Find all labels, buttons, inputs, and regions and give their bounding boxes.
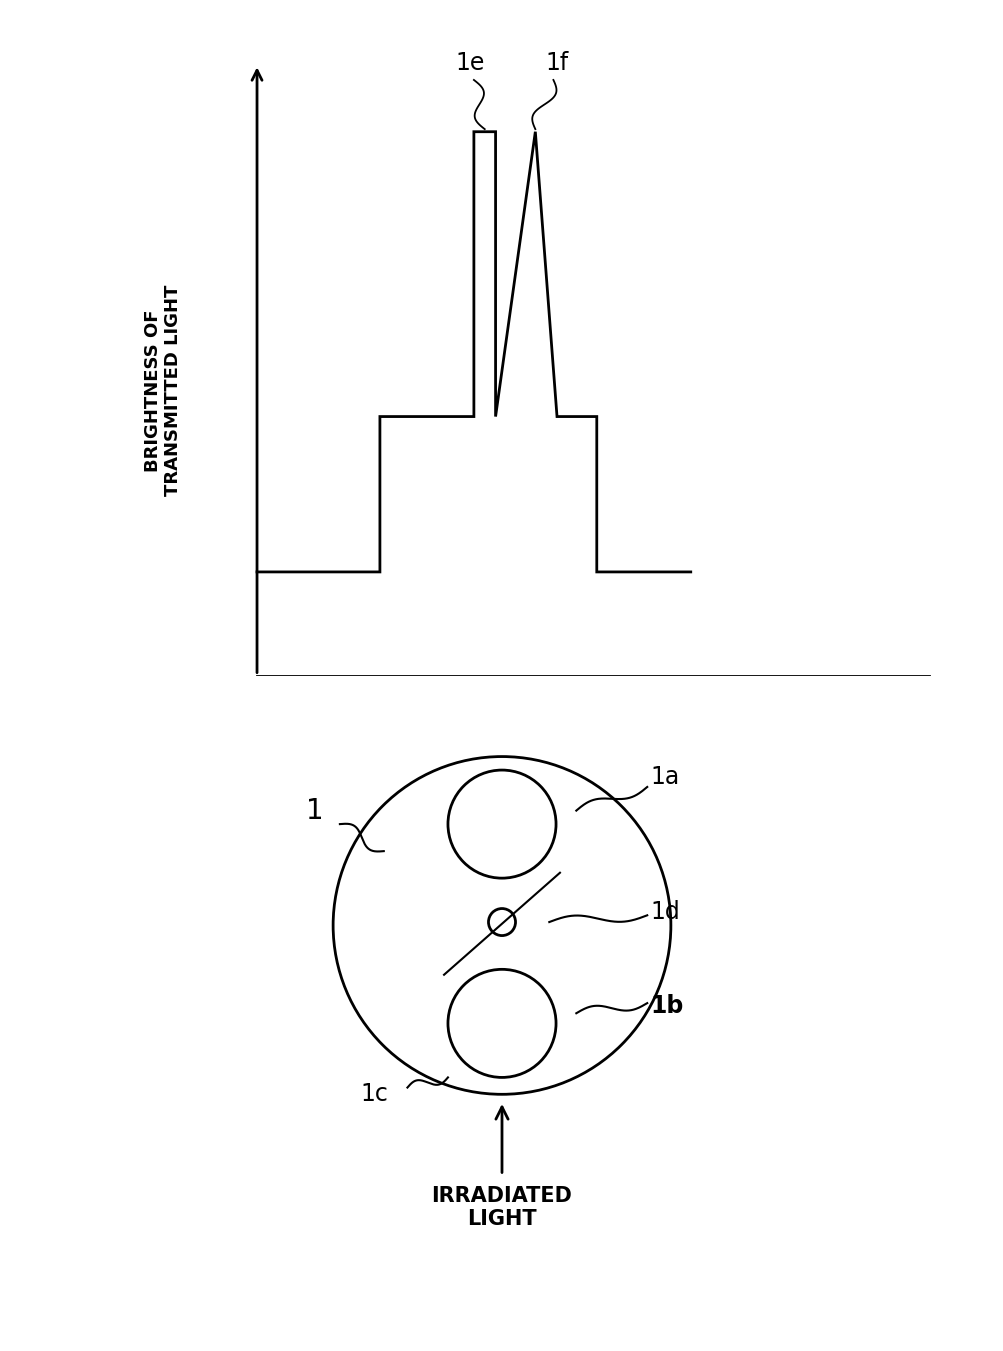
Text: 1e: 1e	[455, 51, 484, 74]
Text: 1a: 1a	[650, 765, 679, 789]
Text: 1b: 1b	[650, 994, 683, 1019]
Text: IRRADIATED
LIGHT: IRRADIATED LIGHT	[431, 1186, 572, 1228]
Text: BRIGHTNESS OF
TRANSMITTED LIGHT: BRIGHTNESS OF TRANSMITTED LIGHT	[143, 285, 183, 496]
Text: 1c: 1c	[360, 1082, 387, 1106]
Text: 1d: 1d	[650, 900, 680, 924]
Text: 1: 1	[306, 797, 323, 824]
Text: 1f: 1f	[545, 51, 568, 74]
